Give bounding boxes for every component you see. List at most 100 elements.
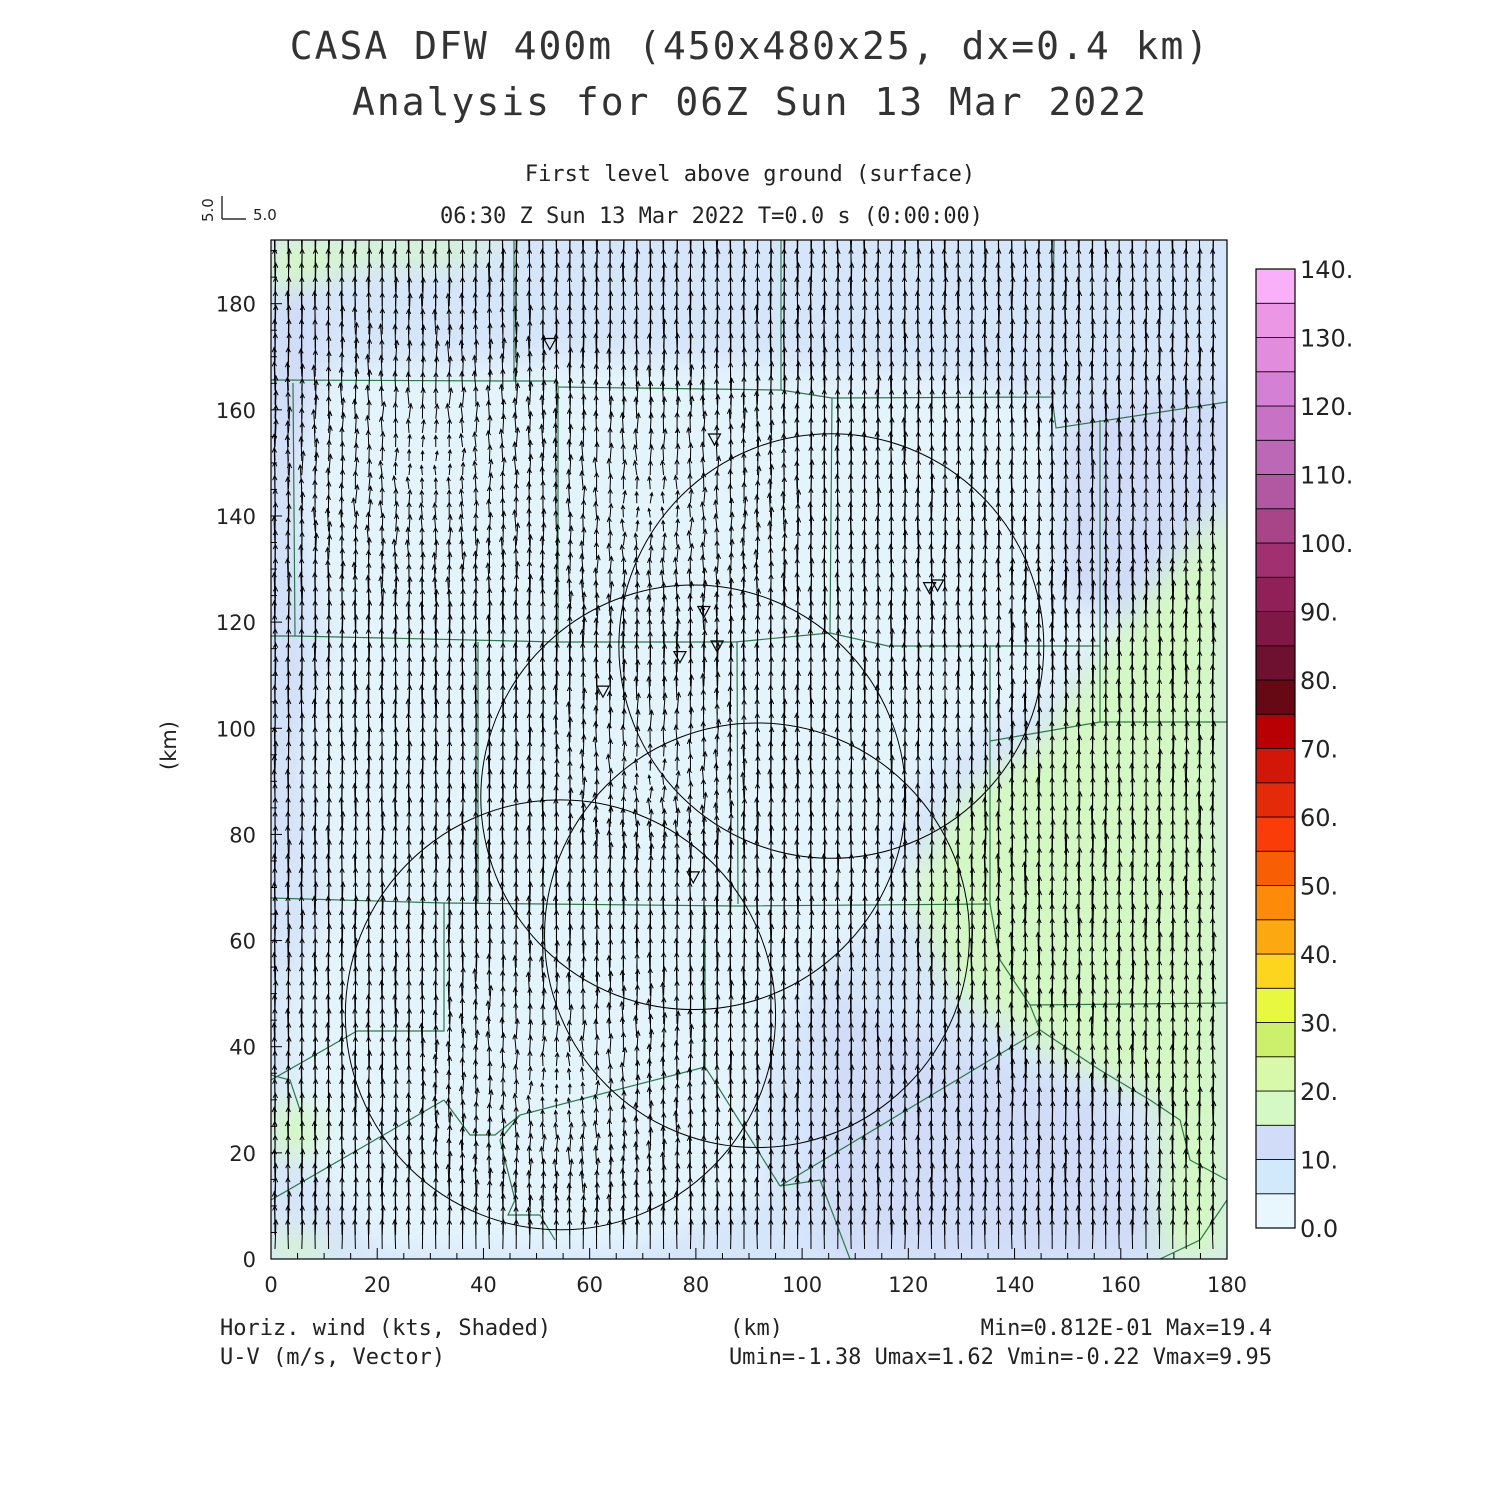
wind-vector-arrow [1170, 262, 1176, 293]
radar-range-ring [618, 433, 1045, 859]
wind-vector-arrow [1075, 346, 1082, 377]
wind-vector-arrow [554, 523, 561, 546]
wind-vector-arrow [1129, 529, 1135, 560]
wind-vector-arrow [659, 459, 666, 476]
county-line [558, 632, 831, 643]
wind-vector-arrow [674, 593, 681, 616]
wind-vector-arrow [808, 487, 814, 518]
county-line [779, 1029, 1041, 1259]
wind-vector-arrow [1142, 529, 1148, 560]
wind-vector-arrow [675, 605, 681, 630]
wind-vector-arrow [1065, 240, 1067, 251]
wind-vector-arrow [662, 427, 668, 448]
wind-vector-arrow [1209, 529, 1216, 560]
wind-vector-arrow [996, 374, 1002, 405]
wind-vector-arrow [673, 581, 680, 602]
wind-vector-arrow [941, 248, 947, 279]
wind-vector-arrow [1130, 515, 1136, 546]
wind-vector-arrow [420, 276, 426, 307]
wind-vector-arrow [378, 415, 385, 433]
wind-vector-arrow [876, 374, 882, 405]
wind-vector-arrow [487, 369, 493, 391]
wind-vector-arrow [513, 547, 519, 574]
wind-vector-arrow [458, 500, 465, 518]
wind-vector-arrow [620, 556, 627, 574]
wind-vector-arrow [366, 368, 373, 391]
purple-speed-region-south [820, 1000, 1180, 1259]
wind-vector-arrow [458, 525, 464, 546]
wind-vector-arrow [820, 332, 827, 363]
wind-vector-arrow [299, 531, 305, 560]
wind-vector-arrow [271, 571, 277, 602]
wind-vector-arrow [459, 417, 465, 433]
wind-vector-arrow [379, 338, 385, 363]
wind-vector-arrow [486, 247, 493, 279]
wind-vector-arrow [514, 522, 521, 546]
wind-vector-arrow [313, 451, 320, 476]
wind-vector-arrow [633, 427, 639, 448]
wind-vector-arrow [821, 360, 827, 391]
wind-vector-arrow [606, 457, 612, 476]
wind-vector-arrow [393, 513, 400, 532]
vector-key-vertical-label: 5.0 [199, 198, 217, 222]
valid-time-label: 06:30 Z Sun 13 Mar 2022 T=0.0 s (0:00:00… [440, 204, 984, 229]
wind-vector-arrow [794, 460, 800, 490]
wind-vector-arrow [780, 504, 786, 532]
wind-vector-arrow [1051, 240, 1053, 251]
wind-vector-arrow [366, 458, 373, 476]
wind-vector-arrow [607, 487, 613, 504]
wind-vector-arrow [367, 471, 373, 490]
wind-vector-arrow [581, 332, 587, 363]
wind-vector-arrow [539, 561, 545, 588]
wind-vector-arrow [406, 501, 412, 518]
wind-vector-arrow [969, 459, 975, 490]
wind-vector-arrow [339, 276, 345, 307]
wind-vector-arrow [405, 476, 411, 490]
wind-vector-arrow [433, 489, 439, 504]
wind-vector-arrow [956, 276, 962, 307]
wind-vector-arrow [660, 490, 665, 504]
wind-vector-arrow [648, 318, 654, 349]
wind-vector-arrow [312, 349, 319, 377]
wind-vector-arrow [1210, 501, 1217, 532]
wind-vector-arrow [299, 491, 306, 518]
wind-vector-arrow [568, 590, 574, 616]
wind-vector-arrow [514, 426, 521, 448]
wind-vector-arrow [781, 476, 787, 504]
wind-vector-arrow [902, 402, 909, 433]
wind-vector-arrow [1104, 240, 1107, 265]
wind-vector-arrow [381, 240, 383, 265]
wind-vector-arrow [716, 240, 719, 251]
wind-vector-arrow [675, 517, 680, 532]
wind-vector-arrow [298, 435, 304, 462]
wind-vector-arrow [996, 473, 1002, 504]
wind-vector-arrow [687, 457, 693, 476]
wind-vector-arrow [901, 515, 907, 546]
wind-vector-arrow [367, 485, 373, 504]
wind-vector-arrow [1170, 318, 1176, 349]
wind-vector-arrow [901, 416, 907, 448]
wind-vector-arrow [567, 247, 573, 279]
wind-vector-arrow [660, 618, 666, 645]
wind-vector-arrow [861, 346, 868, 377]
wind-vector-arrow [606, 542, 612, 560]
wind-vector-arrow [1116, 247, 1122, 279]
wind-vector-arrow [272, 247, 278, 279]
wind-vector-arrow [472, 445, 478, 462]
wind-vector-arrow [512, 411, 518, 433]
wind-vector-arrow [271, 360, 277, 391]
wind-vector-arrow [473, 385, 479, 405]
wind-vector-arrow [579, 578, 585, 602]
wind-vector-arrow [888, 529, 895, 560]
wind-vector-arrow [929, 388, 935, 419]
wind-vector-arrow [942, 360, 948, 391]
wind-vector-arrow [487, 444, 493, 462]
wind-vector-arrow [647, 348, 653, 377]
wind-vector-arrow [472, 431, 478, 448]
wind-vector-arrow [498, 535, 505, 560]
wind-vector-arrow [418, 501, 425, 518]
wind-vector-arrow [1103, 374, 1109, 405]
wind-vector-arrow [366, 262, 373, 293]
wind-vector-arrow [339, 351, 345, 377]
wind-vector-arrow [622, 531, 628, 546]
